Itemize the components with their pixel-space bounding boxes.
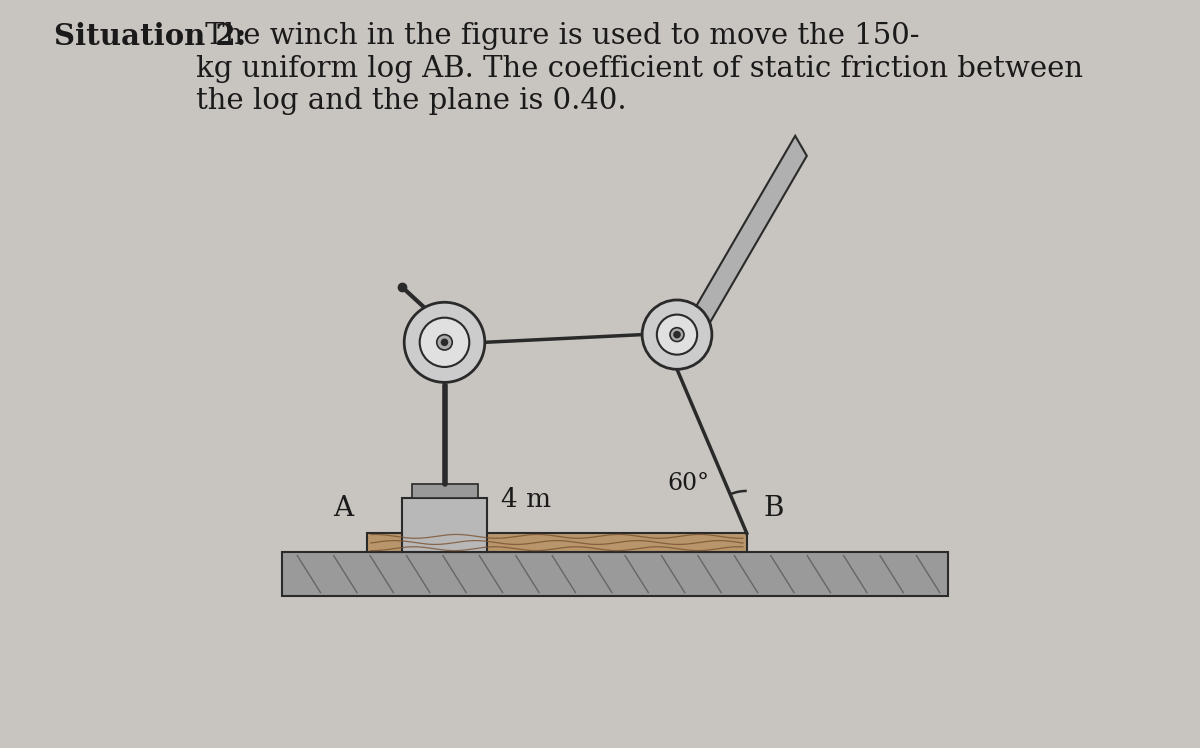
Text: A: A [332, 494, 353, 522]
Text: B: B [764, 494, 785, 522]
Text: 60°: 60° [667, 472, 709, 494]
Polygon shape [695, 136, 806, 329]
Circle shape [642, 300, 712, 370]
Circle shape [442, 340, 448, 346]
Circle shape [674, 331, 680, 337]
Circle shape [437, 334, 452, 350]
Circle shape [420, 318, 469, 367]
Circle shape [670, 328, 684, 342]
Circle shape [404, 302, 485, 382]
Bar [402, 498, 487, 552]
Bar [282, 552, 948, 596]
Bar [412, 484, 478, 498]
Text: 4 m: 4 m [500, 487, 551, 512]
Text: The winch in the figure is used to move the 150-
kg uniform log AB. The coeffici: The winch in the figure is used to move … [196, 22, 1082, 115]
Circle shape [656, 315, 697, 355]
Text: Situation 2:: Situation 2: [54, 22, 246, 52]
Bar [367, 533, 746, 552]
